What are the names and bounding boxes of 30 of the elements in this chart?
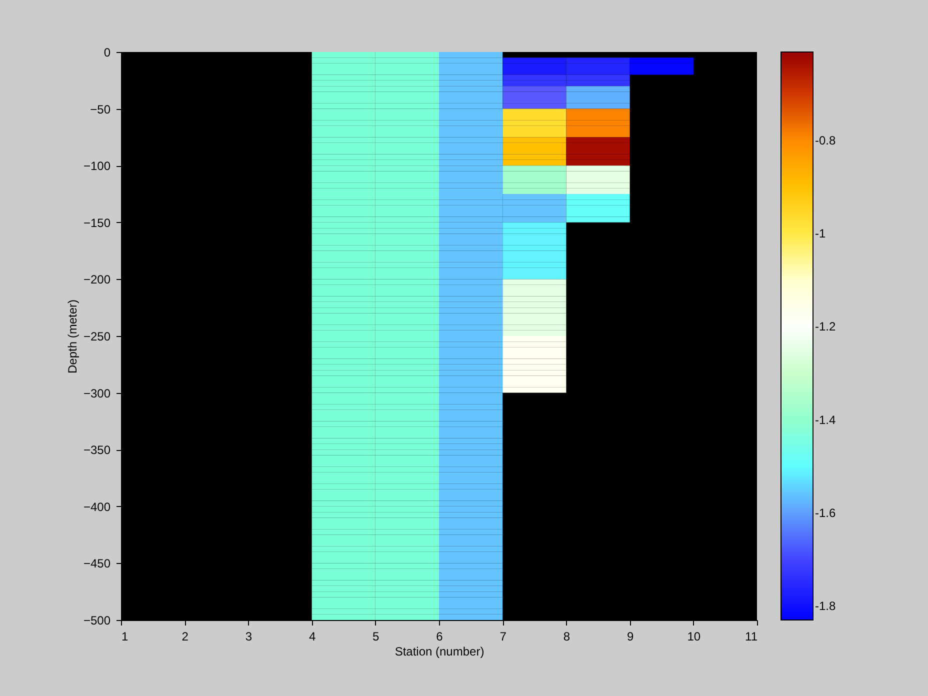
- color-bar-label: -1.4: [815, 412, 836, 427]
- x-tick-label: 2: [182, 630, 189, 644]
- y-tick-label: 0: [104, 46, 111, 60]
- x-tick-label: 10: [687, 630, 701, 644]
- y-tick-label: −400: [83, 500, 111, 514]
- x-tick-label: 6: [436, 630, 444, 644]
- color-bar-label: -1.2: [815, 320, 836, 334]
- x-tick-label: 9: [626, 630, 634, 644]
- x-tick-label: 4: [308, 630, 316, 644]
- color-bar-label: -1.8: [815, 599, 836, 614]
- y-tick-label: −300: [83, 386, 111, 400]
- y-tick-label: −200: [83, 272, 111, 287]
- y-tick-label: −450: [83, 556, 111, 571]
- x-axis-title: Station (number): [394, 644, 484, 658]
- color-bar-label: -1.6: [815, 506, 836, 520]
- y-tick-label: −500: [83, 614, 111, 628]
- x-tick-label: 8: [563, 630, 570, 644]
- y-tick-label: −150: [83, 216, 111, 230]
- y-axis-title: Depth (meter): [65, 299, 80, 374]
- y-tick-label: −100: [83, 159, 111, 174]
- color-bar-label: -0.8: [815, 133, 836, 148]
- x-tick-label: 11: [745, 630, 758, 644]
- y-tick-label: −50: [90, 102, 111, 116]
- x-tick-label: 7: [500, 630, 507, 644]
- y-tick-label: −350: [83, 443, 111, 458]
- color-bar-label: -1: [815, 226, 826, 241]
- x-tick-label: 5: [372, 630, 380, 644]
- x-tick-label: 1: [122, 630, 128, 644]
- x-tick-label: 3: [245, 630, 252, 644]
- y-tick-label: −250: [83, 330, 111, 344]
